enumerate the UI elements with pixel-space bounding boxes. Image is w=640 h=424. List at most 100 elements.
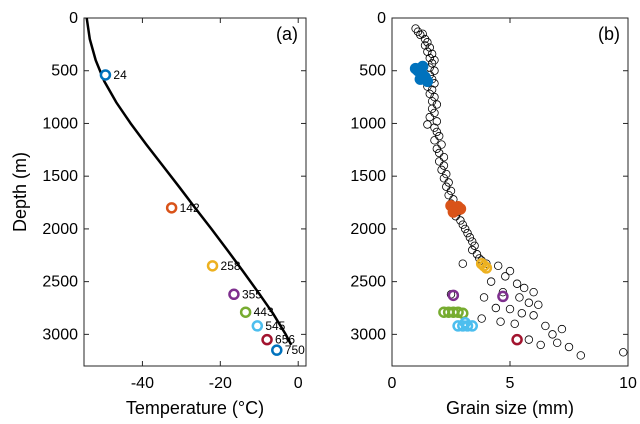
grain-point	[470, 241, 479, 250]
grain-point	[517, 309, 526, 318]
panel-b: 0 5 10 0 500 1000 1500 2000 2500 3000 Grain size (…	[350, 10, 637, 418]
grain-point	[437, 140, 446, 149]
grain-point	[576, 351, 585, 360]
grain-point	[465, 233, 475, 242]
grain-point	[423, 38, 432, 47]
grain-point	[425, 53, 434, 63]
highlight-point-545	[459, 317, 471, 329]
marker-142	[165, 202, 178, 214]
grain-point	[435, 157, 444, 166]
marker-label-24: 24	[113, 68, 127, 82]
grain-point	[439, 174, 449, 183]
grain-point	[524, 335, 534, 344]
marker-24	[99, 69, 112, 81]
x-axis-label: Grain size (mm)	[446, 398, 574, 418]
grain-point	[427, 85, 437, 94]
grain-point	[472, 250, 482, 259]
grain-point	[437, 165, 446, 175]
grain-point	[430, 123, 439, 132]
grain-point	[420, 34, 430, 44]
x-tick-label: 5	[506, 375, 515, 392]
grain-point	[510, 319, 519, 329]
y-tick-label: 3000	[350, 326, 386, 343]
grain-point	[418, 29, 427, 39]
plot-frame	[83, 17, 307, 367]
grain-point	[442, 169, 451, 179]
x-tick-label: -40	[131, 375, 154, 392]
grain-point	[458, 220, 467, 229]
highlight-point-142	[447, 206, 460, 218]
grain-point	[460, 224, 470, 234]
y-axis-label: Depth (m)	[10, 152, 30, 232]
grain-point	[432, 127, 442, 137]
grain-point	[430, 92, 439, 102]
marker-750	[271, 344, 283, 356]
highlight-point-258	[480, 262, 493, 274]
grain-point	[435, 131, 444, 141]
highlight-point-355	[447, 289, 460, 302]
y-tick-label: 2500	[350, 274, 386, 291]
grain-point	[479, 293, 489, 302]
grain-point	[425, 43, 434, 52]
y-tick-label: 0	[377, 10, 386, 27]
grain-point	[432, 144, 442, 153]
highlight-point-24	[421, 75, 434, 88]
y-tick-label: 500	[359, 63, 386, 80]
grain-point	[505, 266, 515, 276]
grain-point	[564, 342, 574, 352]
grain-point	[413, 27, 423, 36]
grain-point	[430, 108, 439, 118]
grain-point	[432, 117, 442, 126]
grain-point	[536, 340, 545, 350]
marker-label-656: 656	[275, 333, 295, 347]
grain-point	[491, 303, 501, 313]
highlight-point-24	[416, 60, 429, 73]
grain-point	[541, 321, 550, 331]
x-tick-label: 10	[619, 375, 637, 392]
y-tick-label: 2500	[42, 274, 78, 291]
y-tick-label: 2000	[350, 221, 386, 238]
grain-point	[477, 314, 486, 323]
grain-point	[444, 178, 453, 187]
grain-point	[534, 300, 543, 310]
grain-point	[423, 47, 432, 56]
panel-label: (b)	[598, 24, 620, 44]
grain-point	[512, 279, 522, 288]
marker-258	[206, 260, 219, 272]
grain-point	[439, 152, 449, 162]
grain-point	[529, 311, 538, 320]
grain-point	[425, 112, 434, 122]
grain-point	[468, 245, 477, 255]
highlight-point-656	[511, 333, 523, 346]
grain-point	[548, 330, 557, 339]
grain-point	[494, 261, 503, 271]
panel-label: (a)	[276, 24, 298, 44]
grain-point	[432, 100, 442, 109]
grain-point	[619, 348, 628, 357]
grain-point	[439, 161, 449, 170]
y-tick-label: 1000	[42, 115, 78, 132]
marker-label-545: 545	[265, 319, 285, 333]
grain-point	[430, 136, 439, 145]
grain-point	[427, 104, 437, 113]
highlight-point-258	[478, 260, 490, 272]
highlight-point-443	[452, 306, 464, 318]
grain-point	[496, 317, 505, 326]
y-tick-label: 1500	[42, 168, 78, 185]
marker-656	[261, 333, 273, 346]
marker-545	[251, 320, 264, 332]
marker-label-443: 443	[254, 305, 274, 319]
grain-point	[411, 24, 420, 33]
marker-label-355: 355	[242, 287, 262, 301]
marker-443	[239, 306, 252, 318]
y-tick-label: 0	[69, 10, 78, 27]
grain-point	[553, 338, 562, 347]
grain-point	[456, 216, 465, 225]
grain-point	[557, 324, 567, 334]
x-axis-label: Temperature (°C)	[126, 398, 264, 418]
grain-point	[430, 55, 439, 65]
grain-point	[423, 120, 432, 129]
grain-point	[486, 277, 496, 286]
grain-point	[425, 89, 434, 99]
grain-point	[463, 228, 472, 238]
